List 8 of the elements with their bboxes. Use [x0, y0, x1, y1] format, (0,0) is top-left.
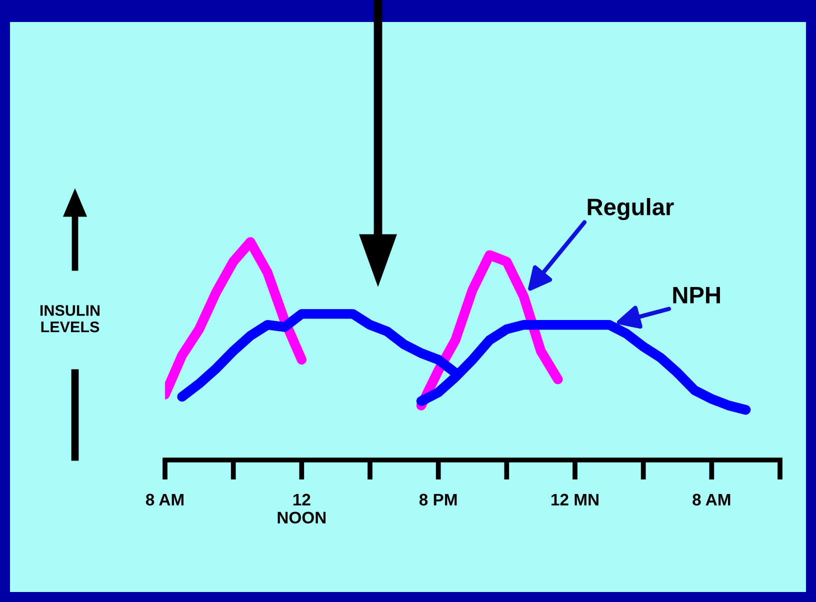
text: NPH [673, 287, 720, 304]
y-axis-title: INSULIN LEVELS [40, 305, 100, 332]
x-tick-label: 8 AM [146, 494, 184, 506]
x-tick-label: 12 NOON [278, 494, 326, 524]
x-tick-label: 12 MN [552, 494, 598, 506]
text: Regular [588, 198, 674, 220]
x-tick-label: 8 PM [419, 494, 457, 506]
x-tick-label: 8 AM [692, 494, 730, 506]
